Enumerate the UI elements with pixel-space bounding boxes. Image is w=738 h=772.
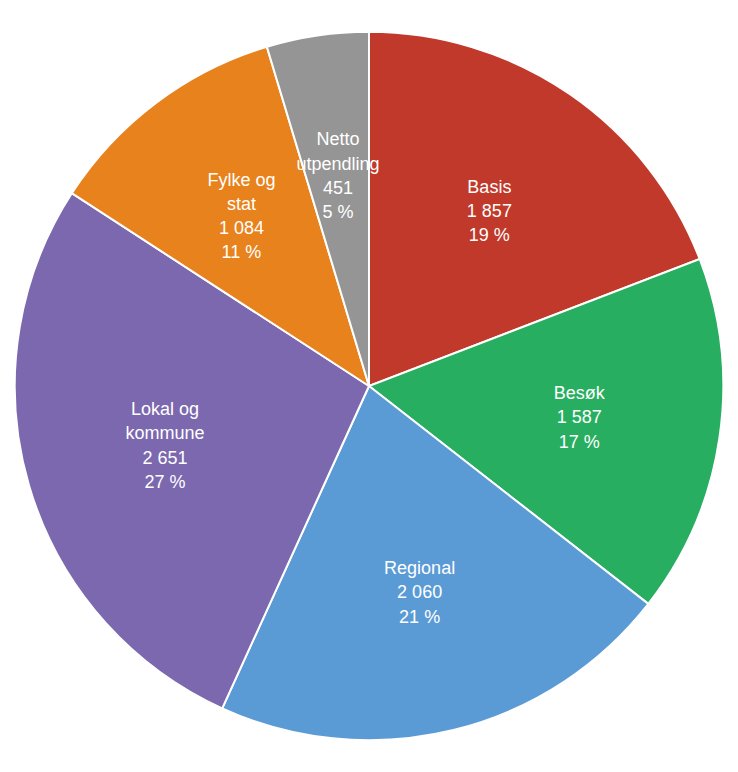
slice-label: Basis 1 857 19 % bbox=[467, 177, 512, 246]
slice-label: Lokal og kommune 2 651 27 % bbox=[125, 399, 204, 492]
slice-label-line: stat bbox=[227, 194, 256, 214]
slice-label-line: 27 % bbox=[144, 472, 185, 492]
slice-label: Netto utpendling 451 5 % bbox=[296, 129, 379, 222]
slice-label-line: 21 % bbox=[399, 607, 440, 627]
slice-label-line: Regional bbox=[384, 558, 455, 578]
pie: Basis 1 857 19 % Besøk 1 587 17 % Regional 2 06… bbox=[15, 32, 723, 740]
slice-labels: Basis 1 857 19 % Besøk 1 587 17 % Regional 2 06… bbox=[125, 129, 605, 626]
slice-label-line: 2 060 bbox=[397, 582, 442, 602]
slice-label-line: Besøk bbox=[554, 383, 606, 403]
slice-label-line: Basis bbox=[467, 177, 511, 197]
pie-slice bbox=[267, 32, 369, 386]
slice-label-line: Fylke og bbox=[207, 170, 275, 190]
chart: Basis 1 857 19 % Besøk 1 587 17 % Regional 2 06… bbox=[0, 0, 738, 772]
slice-label-line: 2 651 bbox=[142, 448, 187, 468]
slice-label-line: 5 % bbox=[323, 202, 354, 222]
slice-label-line: 19 % bbox=[469, 225, 510, 245]
slice-label-line: 451 bbox=[323, 178, 353, 198]
slice-label-line: Netto bbox=[317, 129, 360, 149]
slice-label-line: 11 % bbox=[222, 242, 262, 262]
slice-label-line: 1 587 bbox=[557, 407, 602, 427]
slice-label-line: 1 084 bbox=[219, 218, 264, 238]
slice-label-line: Lokal og bbox=[131, 399, 199, 419]
slices bbox=[15, 32, 723, 740]
slice-label: Besøk 1 587 17 % bbox=[554, 383, 606, 452]
slice-label-line: 17 % bbox=[559, 432, 600, 452]
slice-label-line: utpendling bbox=[296, 154, 379, 174]
slice-label-line: kommune bbox=[125, 423, 204, 443]
slice-label: Regional 2 060 21 % bbox=[384, 558, 455, 627]
slice-label: Fylke og stat 1 084 11 % bbox=[207, 170, 275, 263]
slice-label-line: 1 857 bbox=[467, 201, 512, 221]
